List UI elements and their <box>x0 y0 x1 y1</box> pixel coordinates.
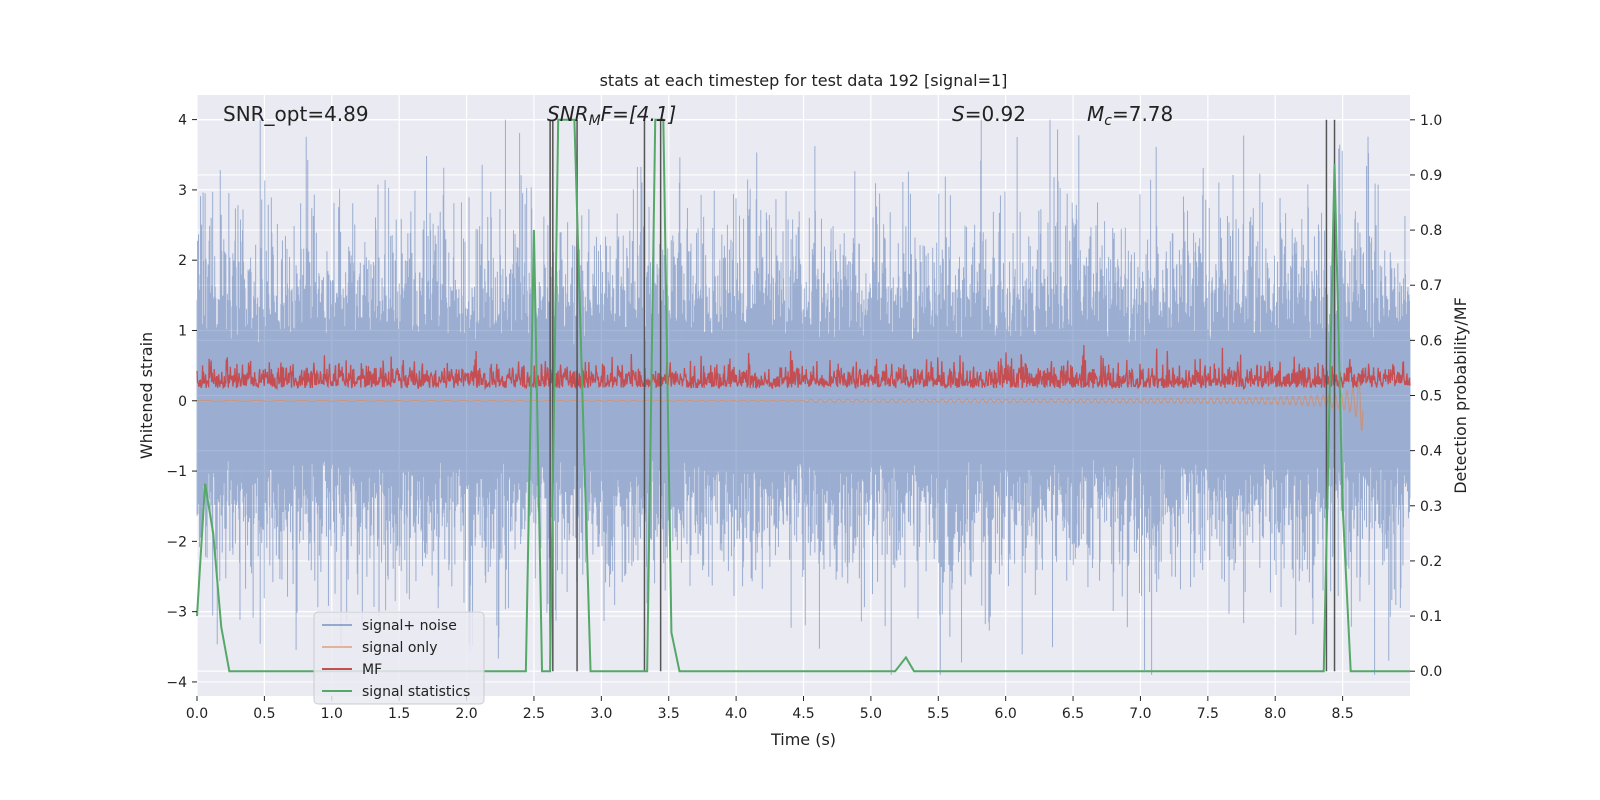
y2-tick-label: 0.3 <box>1420 499 1442 515</box>
x-tick-label: 3.5 <box>658 706 680 722</box>
y2-tick-label: 0.1 <box>1420 609 1442 625</box>
annotation-mc-sub: c <box>1104 113 1112 129</box>
y-tick-label: −1 <box>166 464 187 480</box>
axes: 0.0 0.5 1.0 1.5 2.0 2.5 3.0 3.5 4.0 4.5 5.0 5.5 6.0 6… <box>166 113 1442 722</box>
x-tick-label: 4.0 <box>725 706 747 722</box>
y-tick-label: 2 <box>178 253 187 269</box>
y-tick-label: 1 <box>178 323 187 339</box>
y2-tick-label: 0.8 <box>1420 223 1442 239</box>
annotation-snr-mf-rest: F=[4.1] <box>601 102 677 126</box>
x-axis-label: Time (s) <box>770 730 836 749</box>
x-tick-label: 1.5 <box>388 706 410 722</box>
annotation-snr-mf-name: SNR <box>547 102 589 126</box>
x-tick-label: 1.0 <box>321 706 343 722</box>
legend-label-mf: MF <box>362 662 382 678</box>
legend-label-signal-only: signal only <box>362 640 437 656</box>
x-tick-label: 5.5 <box>927 706 949 722</box>
signal-statistics-line <box>196 118 1410 673</box>
y2-tick-label: 1.0 <box>1420 113 1442 129</box>
y-tick-label: −3 <box>166 605 187 621</box>
x-tick-label: 6.0 <box>995 706 1017 722</box>
chart-title: stats at each timestep for test data 192… <box>600 71 1008 90</box>
x-tick-label: 8.5 <box>1331 706 1353 722</box>
y2-tick-label: 0.6 <box>1420 333 1442 349</box>
y2-tick-label: 0.9 <box>1420 168 1442 184</box>
y-tick-label: 0 <box>178 394 187 410</box>
annotation-s: S=0.92 <box>952 102 1026 126</box>
annotation-mc-name: M <box>1087 102 1104 126</box>
mf-line <box>196 345 1411 391</box>
legend-box <box>313 611 485 705</box>
y-tick-label: −2 <box>166 534 187 550</box>
y2-tick-label: 0.0 <box>1420 664 1442 680</box>
annotation-s-value: =0.92 <box>965 102 1026 126</box>
y-tick-label: 4 <box>178 113 187 129</box>
x-tick-label: 7.5 <box>1197 706 1219 722</box>
x-tick-label: 2.0 <box>455 706 477 722</box>
y2-tick-label: 0.7 <box>1420 278 1442 294</box>
legend-label-signal-plus-noise: signal+ noise <box>362 618 457 634</box>
x-tick-label: 5.0 <box>860 706 882 722</box>
legend-label-signal-statistics: signal statistics <box>362 684 470 700</box>
y2-tick-label: 0.5 <box>1420 389 1442 405</box>
annotation-snr-opt: SNR_opt=4.89 <box>223 102 369 126</box>
y-tick-label: 3 <box>178 183 187 199</box>
series-signal-statistics <box>196 118 1410 673</box>
x-tick-label: 0.5 <box>253 706 275 722</box>
x-tick-label: 7.0 <box>1129 706 1151 722</box>
y2-tick-label: 0.2 <box>1420 554 1442 570</box>
x-tick-label: 4.5 <box>792 706 814 722</box>
signal-only-line <box>196 377 1364 432</box>
annotation-snr-mf: SNRMF=[4.1] <box>547 102 676 129</box>
annotation-snr-mf-sub: M <box>589 113 601 129</box>
x-tick-label: 2.5 <box>523 706 545 722</box>
series-signal-only <box>196 377 1364 432</box>
y2-axis-label: Detection probability/MF <box>1451 297 1470 494</box>
y-tick-label: −4 <box>166 675 187 691</box>
series-mf <box>196 345 1411 391</box>
x-tick-label: 6.5 <box>1062 706 1084 722</box>
y2-tick-label: 0.4 <box>1420 444 1442 460</box>
annotation-s-name: S <box>952 102 965 126</box>
legend: signal+ noise signal only MF signal stat… <box>313 611 485 705</box>
x-tick-label: 0.0 <box>186 706 208 722</box>
x-tick-label: 3.0 <box>590 706 612 722</box>
annotation-mc: Mc=7.78 <box>1087 102 1173 129</box>
x-tick-label: 8.0 <box>1264 706 1286 722</box>
y-axis-label: Whitened strain <box>137 332 156 459</box>
annotation-mc-value: =7.78 <box>1112 102 1173 126</box>
